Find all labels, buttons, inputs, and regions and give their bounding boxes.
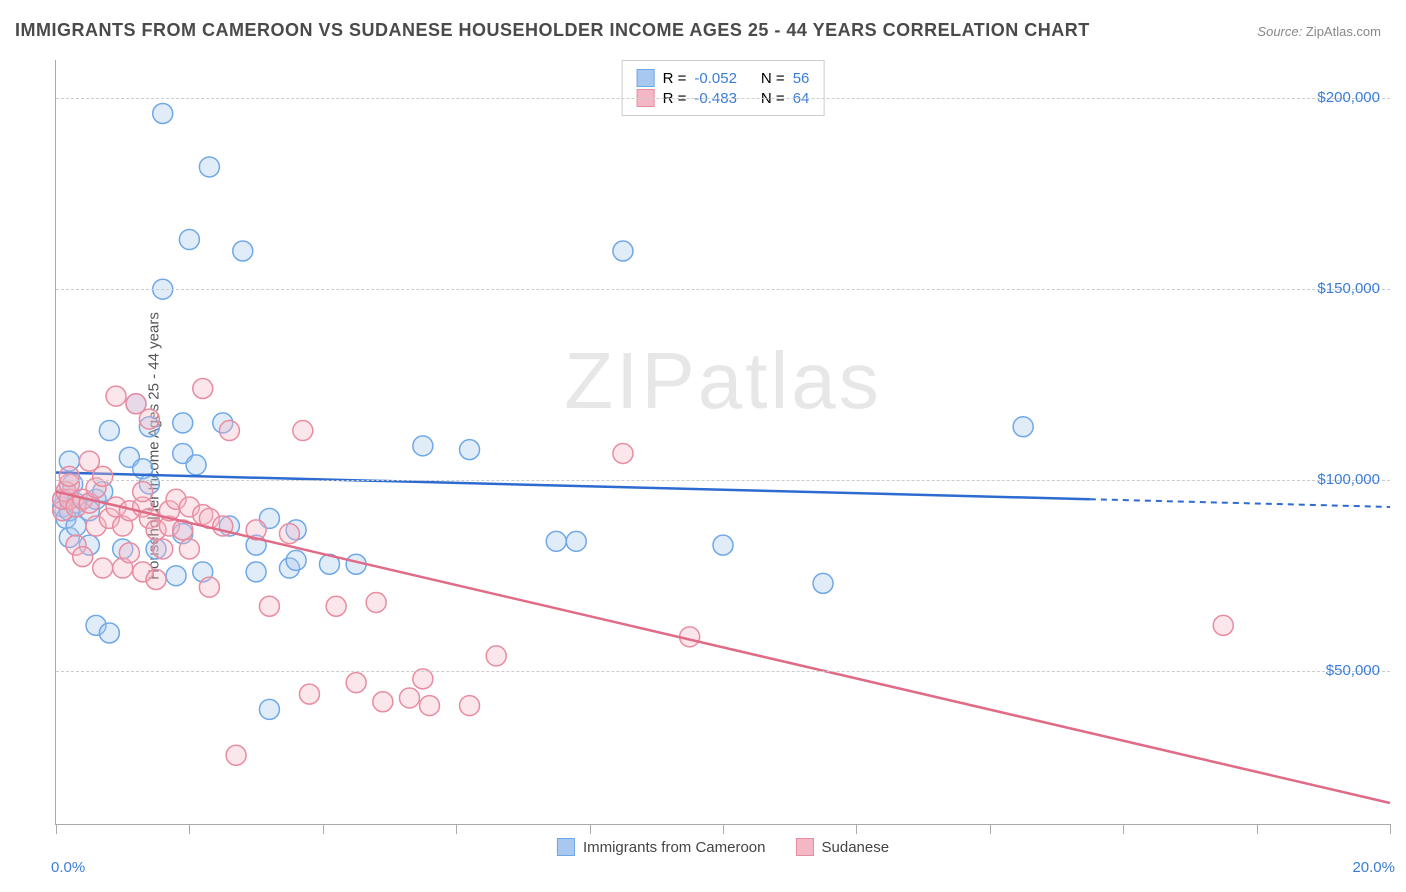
legend-label-1: Sudanese	[822, 839, 890, 856]
n-label: N =	[761, 70, 785, 87]
gridline	[56, 671, 1390, 672]
x-tick	[1257, 824, 1258, 834]
r-value-0: -0.052	[694, 70, 737, 87]
data-point	[59, 466, 79, 486]
data-point	[193, 379, 213, 399]
data-point	[139, 409, 159, 429]
data-point	[226, 745, 246, 765]
data-point	[179, 539, 199, 559]
data-point	[460, 440, 480, 460]
x-max-label: 20.0%	[1352, 859, 1395, 876]
data-point	[246, 562, 266, 582]
x-tick	[1390, 824, 1391, 834]
x-tick	[990, 824, 991, 834]
chart-svg	[56, 60, 1390, 824]
y-tick-label: $50,000	[1326, 662, 1380, 679]
data-point	[366, 592, 386, 612]
data-point	[73, 547, 93, 567]
data-point	[613, 241, 633, 261]
x-tick	[189, 824, 190, 834]
data-point	[1213, 615, 1233, 635]
data-point	[713, 535, 733, 555]
legend-swatch-1	[796, 838, 814, 856]
data-point	[279, 524, 299, 544]
data-point	[460, 696, 480, 716]
y-tick-label: $100,000	[1317, 471, 1380, 488]
data-point	[199, 157, 219, 177]
legend-item-1: Sudanese	[796, 838, 890, 856]
data-point	[233, 241, 253, 261]
x-min-label: 0.0%	[51, 859, 85, 876]
data-point	[153, 539, 173, 559]
stats-row-0: R = -0.052 N = 56	[637, 69, 810, 87]
source-name: ZipAtlas.com	[1306, 24, 1381, 39]
x-tick	[856, 824, 857, 834]
swatch-0	[637, 69, 655, 87]
data-point	[326, 596, 346, 616]
legend-item-0: Immigrants from Cameroon	[557, 838, 766, 856]
gridline	[56, 289, 1390, 290]
data-point	[299, 684, 319, 704]
x-tick	[1123, 824, 1124, 834]
y-tick-label: $150,000	[1317, 280, 1380, 297]
data-point	[146, 570, 166, 590]
data-point	[373, 692, 393, 712]
data-point	[99, 421, 119, 441]
y-tick-label: $200,000	[1317, 89, 1380, 106]
regression-line	[56, 473, 1090, 500]
data-point	[106, 386, 126, 406]
gridline	[56, 480, 1390, 481]
data-point	[546, 531, 566, 551]
r-label: R =	[663, 70, 687, 87]
data-point	[179, 230, 199, 250]
data-point	[259, 596, 279, 616]
data-point	[93, 466, 113, 486]
x-tick	[56, 824, 57, 834]
data-point	[133, 482, 153, 502]
n-value-0: 56	[793, 70, 810, 87]
data-point	[186, 455, 206, 475]
data-point	[813, 573, 833, 593]
data-point	[286, 550, 306, 570]
legend-label-0: Immigrants from Cameroon	[583, 839, 766, 856]
data-point	[486, 646, 506, 666]
series-legend: Immigrants from Cameroon Sudanese	[557, 838, 889, 856]
data-point	[173, 413, 193, 433]
data-point	[613, 443, 633, 463]
source-attribution: Source: ZipAtlas.com	[1257, 24, 1381, 39]
x-tick	[723, 824, 724, 834]
data-point	[413, 436, 433, 456]
data-point	[566, 531, 586, 551]
legend-swatch-0	[557, 838, 575, 856]
stats-legend: R = -0.052 N = 56 R = -0.483 N = 64	[622, 60, 825, 116]
data-point	[99, 623, 119, 643]
x-tick	[456, 824, 457, 834]
data-point	[93, 558, 113, 578]
data-point	[293, 421, 313, 441]
chart-title: IMMIGRANTS FROM CAMEROON VS SUDANESE HOU…	[15, 20, 1090, 41]
data-point	[153, 103, 173, 123]
data-point	[119, 543, 139, 563]
source-label: Source:	[1257, 24, 1302, 39]
data-point	[166, 566, 186, 586]
data-point	[400, 688, 420, 708]
x-tick	[590, 824, 591, 834]
data-point	[1013, 417, 1033, 437]
data-point	[219, 421, 239, 441]
data-point	[259, 699, 279, 719]
plot-area: ZIPatlas R = -0.052 N = 56 R = -0.483 N …	[55, 60, 1390, 825]
regression-line-dashed	[1090, 499, 1390, 507]
data-point	[420, 696, 440, 716]
x-tick	[323, 824, 324, 834]
data-point	[199, 577, 219, 597]
data-point	[346, 673, 366, 693]
gridline	[56, 98, 1390, 99]
